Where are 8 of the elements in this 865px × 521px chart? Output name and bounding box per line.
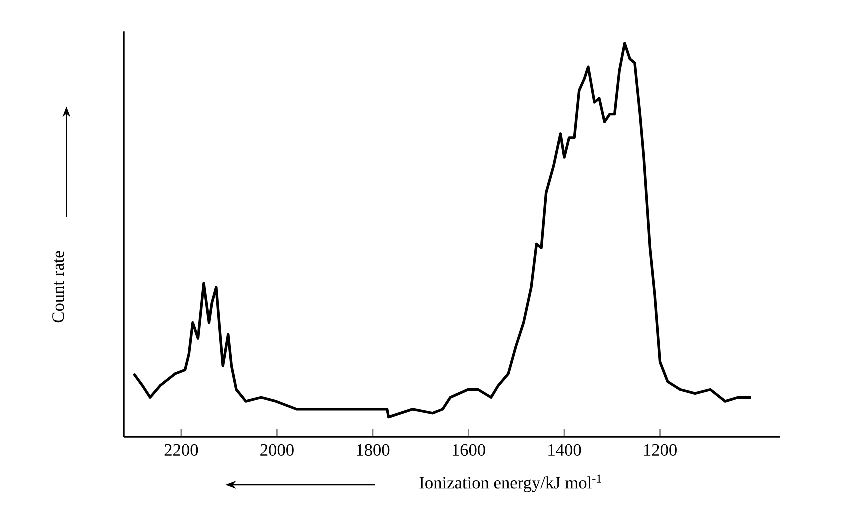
x-tick-label: 2200 — [164, 444, 198, 456]
x-tick-label: 2000 — [260, 444, 294, 456]
x-tick-label: 1600 — [452, 444, 486, 456]
x-tick-label: 1400 — [548, 444, 582, 456]
y-axis-title: Count rate — [52, 251, 64, 323]
x-tick-label: 1200 — [644, 444, 677, 456]
x-axis-title: Ionization energy/kJ mol$^{-1}$ — [420, 474, 602, 492]
x-tick-label: 1800 — [357, 444, 390, 456]
